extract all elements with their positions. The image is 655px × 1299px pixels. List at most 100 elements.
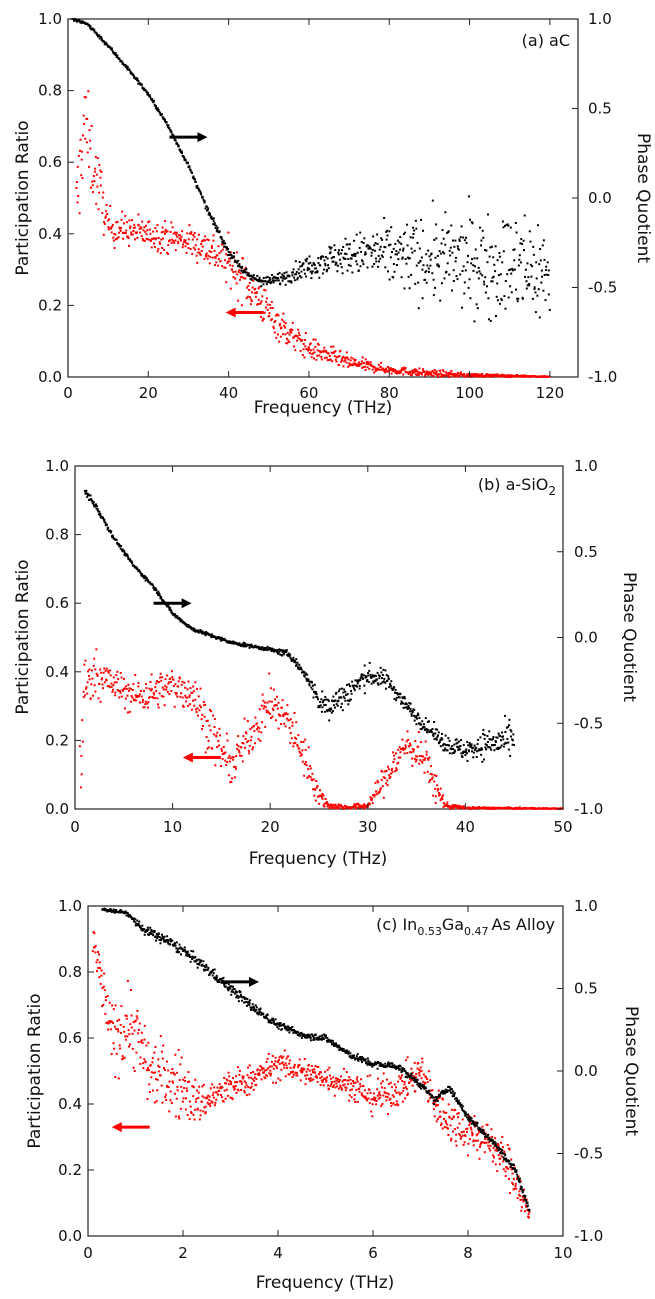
- phase-quotient-point: [310, 277, 313, 280]
- participation-ratio-point: [402, 1089, 405, 1092]
- participation-ratio-point: [423, 374, 426, 377]
- participation-ratio-point: [230, 780, 233, 783]
- phase-quotient-point: [258, 278, 260, 281]
- phase-quotient-point: [469, 218, 471, 221]
- participation-ratio-point: [414, 368, 416, 371]
- participation-ratio-point: [207, 239, 210, 242]
- participation-ratio-point: [156, 1089, 159, 1092]
- phase-quotient-point: [373, 249, 376, 252]
- phase-quotient-point: [476, 257, 479, 260]
- participation-ratio-point: [375, 1103, 378, 1106]
- participation-ratio-point: [386, 784, 389, 787]
- phase-quotient-point: [349, 685, 351, 688]
- participation-ratio-point: [386, 370, 389, 373]
- participation-ratio-point: [185, 696, 188, 699]
- participation-ratio-point: [243, 268, 246, 271]
- phase-quotient-point: [226, 988, 229, 991]
- phase-quotient-point: [220, 236, 223, 239]
- participation-ratio-point: [282, 1055, 285, 1058]
- participation-ratio-point: [112, 688, 114, 691]
- participation-ratio-point: [353, 803, 356, 806]
- phase-quotient-point: [348, 700, 351, 703]
- participation-ratio-point: [415, 758, 418, 761]
- participation-ratio-point: [387, 1093, 390, 1096]
- participation-ratio-point: [432, 375, 435, 377]
- participation-ratio-point: [358, 1090, 361, 1093]
- phase-quotient-point: [355, 233, 358, 236]
- participation-ratio-point: [522, 1200, 525, 1203]
- participation-ratio-point: [212, 239, 215, 242]
- participation-ratio-point: [271, 1055, 274, 1057]
- phase-quotient-point: [332, 695, 335, 698]
- participation-ratio-point: [203, 1096, 206, 1099]
- phase-quotient-point: [497, 748, 500, 751]
- phase-quotient-point: [169, 943, 172, 946]
- participation-ratio-point: [224, 259, 226, 262]
- phase-quotient-point: [459, 745, 462, 747]
- phase-quotient-point: [158, 594, 161, 597]
- phase-quotient-point: [313, 690, 316, 693]
- participation-ratio-point: [282, 320, 285, 323]
- participation-ratio-point: [294, 736, 296, 739]
- participation-ratio-point: [335, 1077, 337, 1080]
- participation-ratio-point: [139, 1062, 142, 1065]
- phase-quotient-point: [234, 259, 237, 262]
- participation-ratio-point: [339, 804, 342, 806]
- phase-quotient-point: [223, 637, 226, 640]
- participation-ratio-point: [117, 689, 120, 692]
- phase-quotient-point: [476, 750, 478, 753]
- phase-quotient-point: [93, 504, 95, 507]
- phase-quotient-point: [429, 264, 432, 267]
- phase-quotient-point: [237, 996, 240, 999]
- participation-ratio-point: [223, 1076, 226, 1079]
- participation-ratio-point: [106, 1021, 108, 1024]
- phase-quotient-point: [183, 949, 186, 952]
- phase-quotient-point: [327, 698, 330, 701]
- phase-quotient-point: [547, 293, 550, 296]
- phase-quotient-point: [258, 1012, 261, 1015]
- phase-quotient-point: [487, 746, 490, 748]
- participation-ratio-point: [328, 1074, 331, 1077]
- participation-ratio-point: [255, 291, 258, 294]
- phase-quotient-point: [518, 254, 521, 257]
- phase-quotient-point: [382, 680, 385, 683]
- phase-quotient-point: [220, 977, 223, 980]
- participation-ratio-point: [145, 1069, 148, 1072]
- phase-quotient-point: [200, 193, 203, 196]
- participation-ratio-point: [249, 1087, 252, 1089]
- phase-quotient-point: [426, 264, 429, 267]
- participation-ratio-point: [380, 1082, 383, 1085]
- participation-ratio-point: [382, 1094, 385, 1097]
- phase-quotient-point: [319, 264, 322, 267]
- phase-quotient-point: [235, 990, 237, 993]
- participation-ratio-point: [109, 674, 112, 677]
- participation-ratio-point: [354, 359, 357, 361]
- participation-ratio-point: [401, 738, 404, 741]
- participation-ratio-point: [120, 218, 123, 221]
- participation-ratio-point: [120, 676, 123, 679]
- participation-ratio-point: [187, 680, 190, 683]
- participation-ratio-point: [240, 1080, 243, 1083]
- phase-quotient-point: [524, 275, 526, 278]
- phase-quotient-point: [512, 269, 514, 272]
- phase-quotient-point: [426, 721, 429, 723]
- participation-ratio-point: [104, 996, 107, 999]
- participation-ratio-point: [433, 369, 436, 372]
- participation-ratio-point: [209, 255, 212, 258]
- phase-quotient-point: [498, 252, 501, 254]
- phase-quotient-point: [239, 991, 242, 994]
- phase-quotient-point: [479, 749, 482, 752]
- phase-quotient-point: [467, 286, 470, 289]
- phase-quotient-point: [253, 1007, 256, 1009]
- participation-ratio-point: [80, 174, 83, 177]
- phase-quotient-point: [477, 266, 480, 269]
- participation-ratio-point: [231, 1098, 234, 1101]
- phase-quotient-point: [424, 717, 427, 720]
- phase-quotient-point: [492, 737, 494, 740]
- phase-quotient-point: [494, 741, 497, 743]
- participation-ratio-point: [494, 1163, 497, 1166]
- phase-quotient-point: [294, 661, 297, 664]
- phase-quotient-point: [233, 255, 235, 258]
- participation-ratio-point: [167, 252, 169, 255]
- participation-ratio-point: [172, 232, 175, 235]
